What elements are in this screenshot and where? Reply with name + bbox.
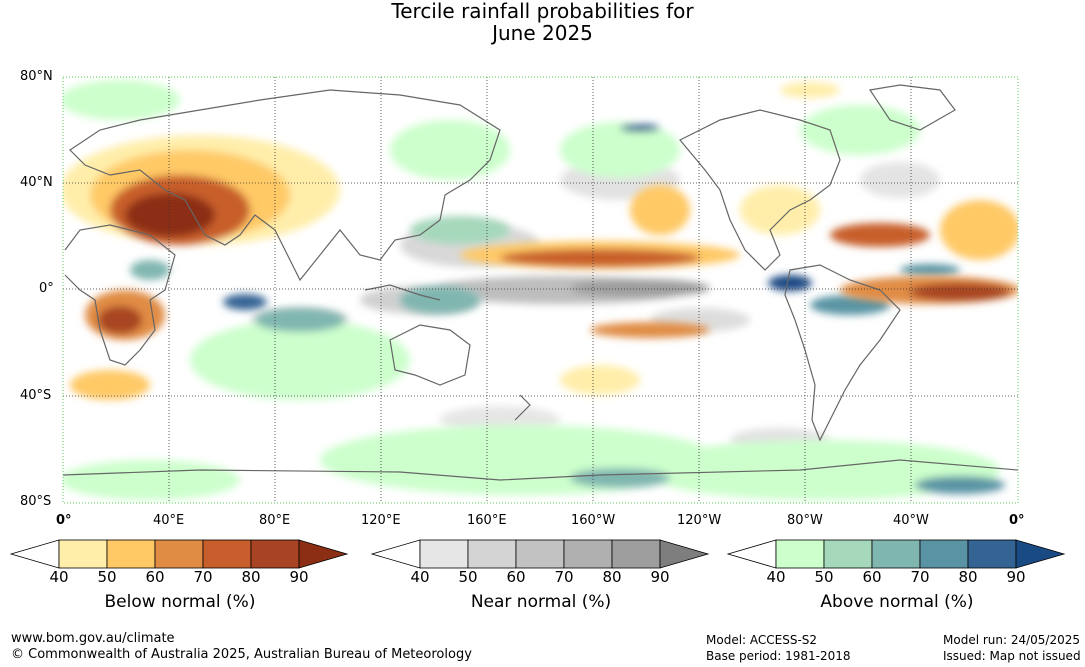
lon-label-0-right: 0° bbox=[1009, 513, 1025, 528]
near-colorbar-segment-40 bbox=[419, 539, 469, 569]
near-colorbar-segment-80 bbox=[611, 539, 661, 569]
below-normal-colorbar bbox=[10, 539, 349, 569]
near-colorbar-below-min bbox=[371, 539, 421, 569]
above-tick-70: 70 bbox=[910, 568, 930, 586]
near-tick-50: 50 bbox=[458, 568, 478, 586]
lon-label-40w: 40°W bbox=[893, 513, 929, 528]
above-normal-title: Above normal (%) bbox=[820, 592, 974, 612]
lon-label-160e: 160°E bbox=[467, 513, 507, 528]
near-colorbar-above-max bbox=[659, 539, 710, 569]
footer-url: www.bom.gov.au/climate bbox=[11, 631, 175, 646]
near-tick-60: 60 bbox=[506, 568, 526, 586]
above-colorbar-segment-60 bbox=[871, 539, 921, 569]
below-colorbar-above-max bbox=[298, 539, 349, 569]
below-colorbar-segment-40 bbox=[58, 539, 108, 569]
above-colorbar-segment-50 bbox=[823, 539, 873, 569]
near-normal-title: Near normal (%) bbox=[470, 592, 612, 612]
gridlines bbox=[63, 77, 1018, 503]
above-tick-50: 50 bbox=[814, 568, 834, 586]
lat-label-equator: 0° bbox=[39, 281, 54, 296]
below-colorbar-segment-60 bbox=[154, 539, 204, 569]
below-colorbar-segment-70 bbox=[202, 539, 252, 569]
above-normal-shading bbox=[63, 80, 1005, 500]
below-colorbar-below-min bbox=[10, 539, 60, 569]
probability-map bbox=[62, 76, 1019, 504]
coastlines bbox=[63, 84, 1018, 481]
above-tick-40: 40 bbox=[766, 568, 786, 586]
below-tick-80: 80 bbox=[241, 568, 261, 586]
near-tick-80: 80 bbox=[602, 568, 622, 586]
above-tick-90: 90 bbox=[1006, 568, 1026, 586]
near-colorbar-segment-60 bbox=[515, 539, 565, 569]
above-tick-80: 80 bbox=[958, 568, 978, 586]
lat-label-40s: 40°S bbox=[20, 388, 52, 403]
lon-label-0-left: 0° bbox=[56, 513, 72, 528]
map-frame bbox=[62, 76, 1019, 504]
near-tick-70: 70 bbox=[554, 568, 574, 586]
above-colorbar-segment-40 bbox=[775, 539, 825, 569]
lon-label-160w: 160°W bbox=[571, 513, 616, 528]
above-colorbar-below-min bbox=[727, 539, 777, 569]
footer-copyright: © Commonwealth of Australia 2025, Austra… bbox=[11, 647, 472, 662]
below-tick-70: 70 bbox=[193, 568, 213, 586]
map-title-line2: June 2025 bbox=[492, 21, 593, 45]
near-normal-colorbar bbox=[371, 539, 710, 569]
above-colorbar-above-max bbox=[1015, 539, 1066, 569]
below-tick-40: 40 bbox=[49, 568, 69, 586]
below-tick-60: 60 bbox=[145, 568, 165, 586]
below-colorbar-segment-50 bbox=[106, 539, 156, 569]
below-normal-shading bbox=[63, 82, 1018, 400]
above-tick-60: 60 bbox=[862, 568, 882, 586]
above-colorbar-segment-70 bbox=[919, 539, 969, 569]
lat-label-80n: 80°N bbox=[20, 69, 53, 84]
near-tick-90: 90 bbox=[650, 568, 670, 586]
near-colorbar-segment-70 bbox=[563, 539, 613, 569]
footer-model: Model: ACCESS-S2 bbox=[706, 633, 818, 647]
lat-label-40n: 40°N bbox=[20, 175, 53, 190]
near-tick-40: 40 bbox=[410, 568, 430, 586]
map-title-line1: Tercile rainfall probabilities for bbox=[391, 0, 694, 23]
above-normal-colorbar bbox=[727, 539, 1066, 569]
footer-model-run: Model run: 24/05/2025 bbox=[943, 633, 1081, 647]
below-normal-title: Below normal (%) bbox=[104, 592, 256, 612]
above-colorbar-segment-80 bbox=[967, 539, 1017, 569]
lon-label-80e: 80°E bbox=[259, 513, 291, 528]
near-colorbar-segment-50 bbox=[467, 539, 517, 569]
lon-label-80w: 80°W bbox=[787, 513, 823, 528]
lon-label-120e: 120°E bbox=[361, 513, 401, 528]
lon-label-40e: 40°E bbox=[153, 513, 185, 528]
footer-issued: Issued: Map not issued bbox=[943, 649, 1081, 663]
lon-label-120w: 120°W bbox=[677, 513, 722, 528]
below-tick-50: 50 bbox=[97, 568, 117, 586]
below-tick-90: 90 bbox=[289, 568, 309, 586]
footer-base-period: Base period: 1981-2018 bbox=[706, 649, 851, 663]
lat-label-80s: 80°S bbox=[20, 494, 52, 509]
below-colorbar-segment-80 bbox=[250, 539, 300, 569]
